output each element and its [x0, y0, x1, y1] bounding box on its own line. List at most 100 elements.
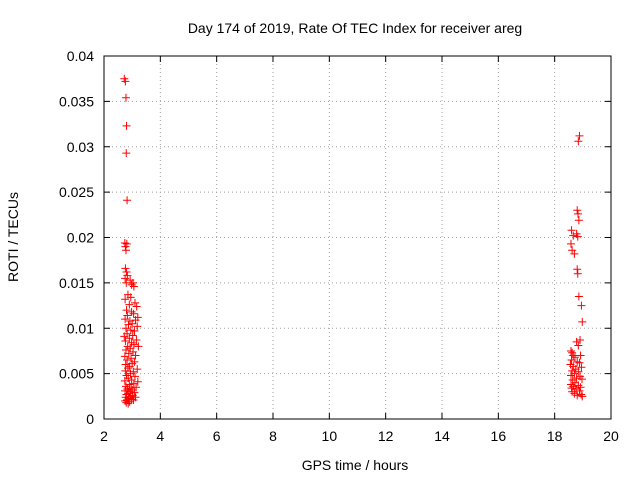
- data-point-marker: [134, 342, 143, 351]
- x-axis-label: GPS time / hours: [302, 457, 409, 473]
- data-point-marker: [122, 239, 131, 248]
- data-point-marker: [573, 391, 582, 400]
- data-point-marker: [129, 340, 138, 349]
- data-point-marker: [570, 249, 579, 258]
- data-point-marker: [129, 278, 138, 287]
- data-point-marker: [120, 332, 129, 341]
- data-point-marker: [573, 265, 582, 274]
- data-point-marker: [131, 316, 140, 325]
- data-point-marker: [125, 397, 134, 406]
- x-tick-label: 10: [322, 428, 338, 444]
- data-point-marker: [577, 375, 586, 384]
- data-point-marker: [577, 301, 586, 310]
- data-point-marker: [567, 346, 576, 355]
- data-point-marker: [122, 149, 131, 158]
- data-point-marker: [576, 336, 585, 345]
- data-point-marker: [567, 371, 576, 380]
- data-point-marker: [126, 326, 135, 335]
- data-point-marker: [130, 372, 139, 381]
- data-point-marker: [122, 306, 131, 315]
- y-tick-label: 0.03: [67, 139, 94, 155]
- data-point-marker: [129, 395, 138, 404]
- data-point-marker: [573, 206, 582, 215]
- x-tick-label: 6: [213, 428, 221, 444]
- data-point-marker: [127, 384, 136, 393]
- data-point-marker: [126, 369, 135, 378]
- data-point-marker: [121, 264, 130, 273]
- y-tick-label: 0.01: [67, 320, 94, 336]
- data-point-marker: [572, 337, 581, 346]
- data-point-marker: [123, 356, 132, 365]
- data-point-marker: [575, 358, 584, 367]
- chart-title: Day 174 of 2019, Rate Of TEC Index for r…: [188, 20, 522, 36]
- data-point-marker: [572, 374, 581, 383]
- data-point-marker: [132, 336, 141, 345]
- data-point-marker: [121, 274, 130, 283]
- x-axis-tick-labels: 2 4 6 8 10 12 14 16 18 20: [100, 428, 619, 444]
- data-point-marker: [575, 386, 584, 395]
- x-tick-label: 8: [269, 428, 277, 444]
- x-tick-label: 4: [156, 428, 164, 444]
- y-tick-label: 0.005: [59, 366, 94, 382]
- x-tick-label: 16: [491, 428, 507, 444]
- y-tick-label: 0.025: [59, 184, 94, 200]
- data-point-marker: [123, 196, 132, 205]
- data-point-marker: [128, 319, 137, 328]
- x-tick-label: 14: [434, 428, 450, 444]
- y-tick-label: 0: [86, 411, 94, 427]
- data-point-marker: [121, 77, 130, 86]
- data-point-marker: [570, 369, 579, 378]
- data-point-marker: [574, 341, 583, 350]
- x-tick-label: 2: [100, 428, 108, 444]
- y-axis-label: ROTI / TECUs: [5, 192, 21, 282]
- data-point-marker: [578, 317, 587, 326]
- data-point-marker: [127, 354, 136, 363]
- data-point-marker: [567, 356, 576, 365]
- data-point-marker: [120, 238, 129, 247]
- data-point-marker: [576, 351, 585, 360]
- data-point-marker: [122, 398, 131, 407]
- data-point-marker: [121, 315, 130, 324]
- data-point-marker: [126, 293, 135, 302]
- y-tick-label: 0.04: [67, 48, 94, 64]
- data-points: [120, 74, 587, 408]
- y-tick-label: 0.015: [59, 275, 94, 291]
- data-point-marker: [569, 351, 578, 360]
- data-point-marker: [121, 93, 130, 102]
- data-point-marker: [567, 239, 576, 248]
- data-point-marker: [129, 282, 138, 291]
- data-point-marker: [131, 351, 140, 360]
- data-point-marker: [573, 232, 582, 241]
- data-point-marker: [574, 292, 583, 301]
- data-point-marker: [574, 209, 583, 218]
- data-point-marker: [125, 362, 134, 371]
- data-point-marker: [132, 302, 141, 311]
- data-point-marker: [576, 383, 585, 392]
- data-point-marker: [122, 121, 131, 130]
- data-point-marker: [569, 231, 578, 240]
- x-tick-label: 18: [547, 428, 563, 444]
- data-point-marker: [130, 298, 139, 307]
- data-point-marker: [121, 366, 130, 375]
- data-point-marker: [121, 295, 130, 304]
- data-point-marker: [121, 336, 130, 345]
- data-point-marker: [129, 309, 138, 318]
- data-point-marker: [133, 322, 142, 331]
- data-point-marker: [574, 367, 583, 376]
- data-point-marker: [125, 300, 134, 309]
- data-point-marker: [133, 377, 142, 386]
- data-point-marker: [125, 380, 134, 389]
- axis-ticks: [103, 55, 612, 420]
- data-point-marker: [567, 226, 576, 235]
- data-point-marker: [577, 390, 586, 399]
- data-point-marker: [120, 376, 129, 385]
- data-point-marker: [574, 216, 583, 225]
- data-point-marker: [575, 131, 584, 140]
- y-tick-label: 0.02: [67, 230, 94, 246]
- data-point-marker: [124, 399, 133, 408]
- data-point-marker: [578, 392, 587, 401]
- x-tick-label: 12: [378, 428, 394, 444]
- data-point-marker: [121, 246, 130, 255]
